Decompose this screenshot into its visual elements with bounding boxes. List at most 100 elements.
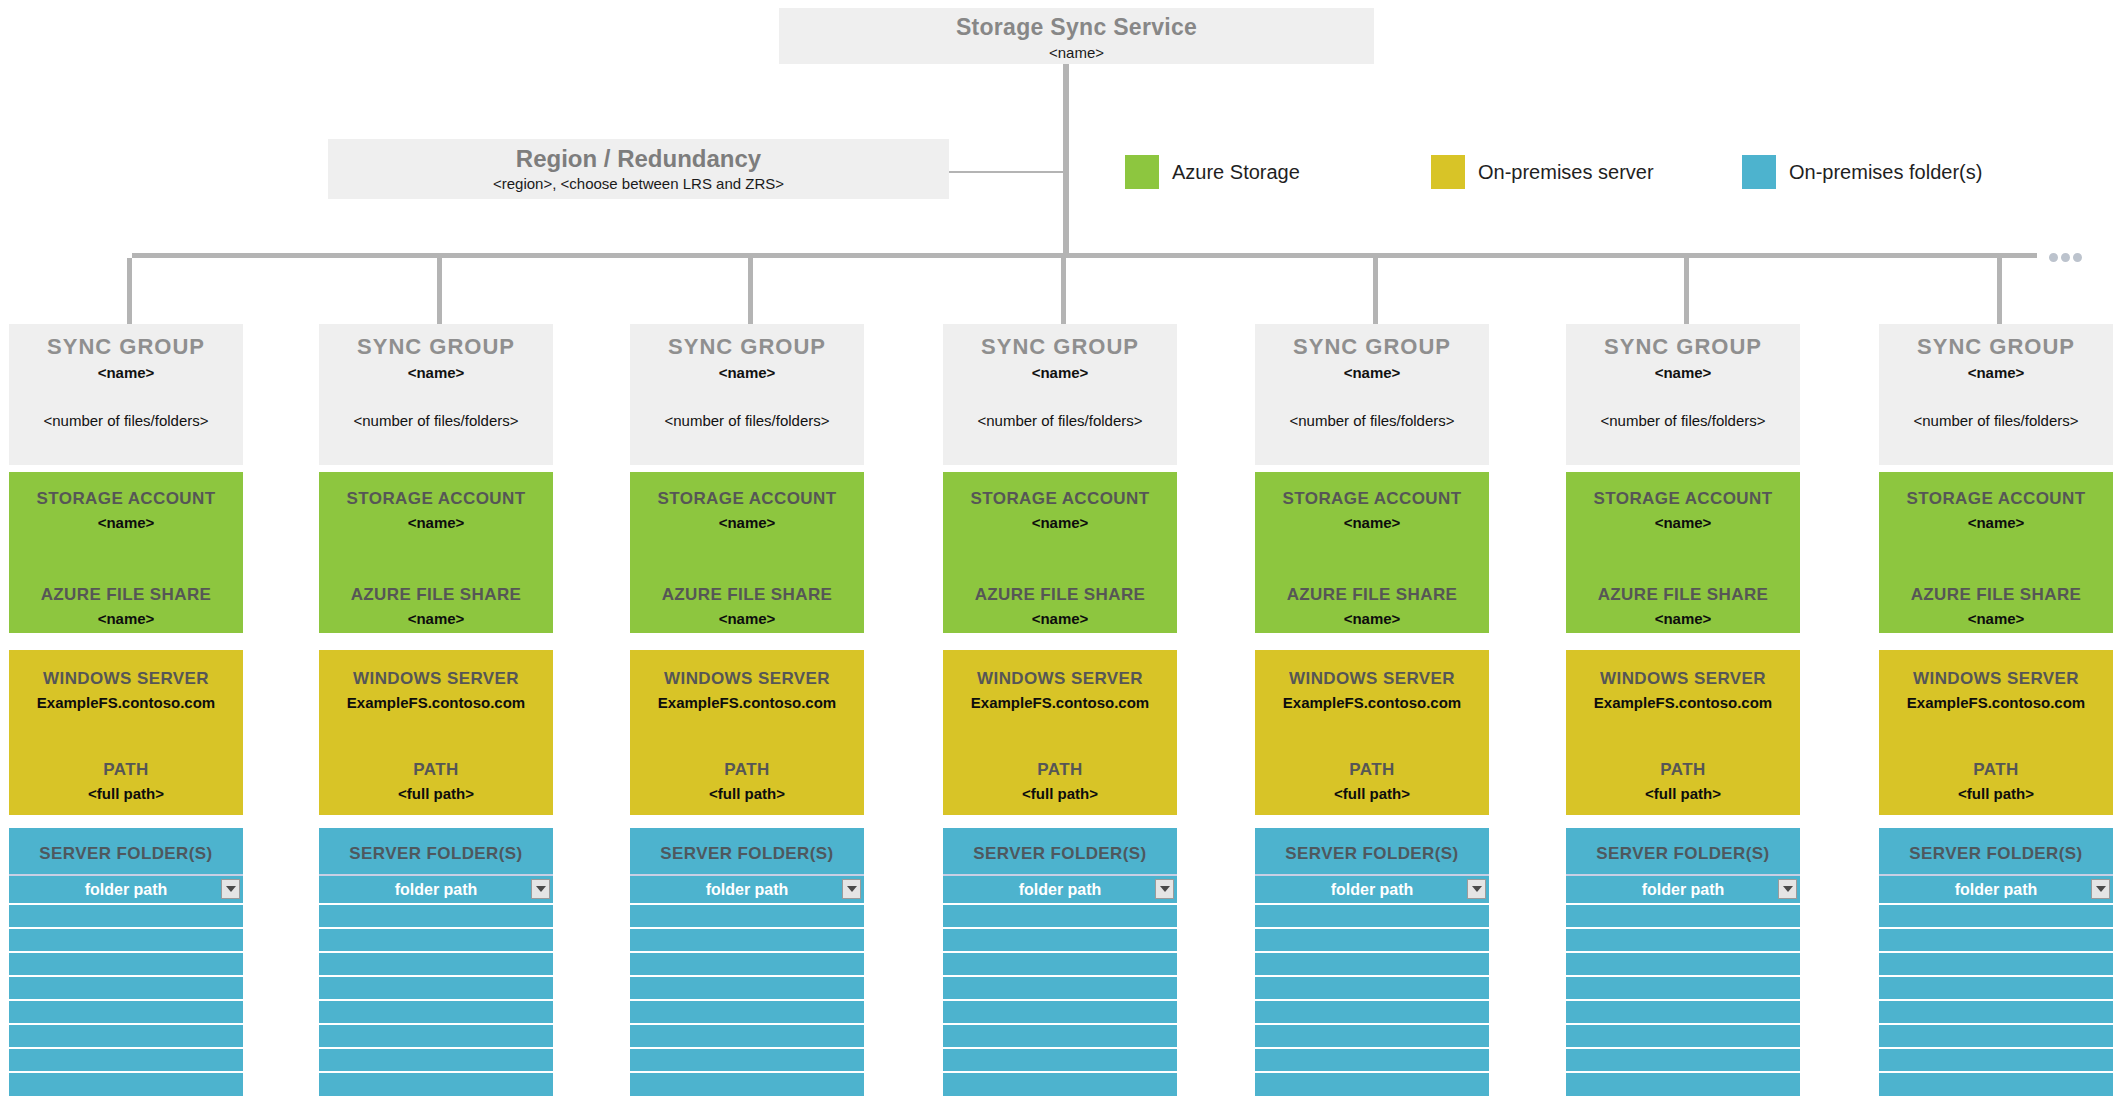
folder-path-dropdown-button[interactable] — [531, 879, 550, 899]
path-label: PATH — [1879, 741, 2113, 780]
azure-storage-swatch-icon — [1125, 155, 1159, 189]
sync-group-column: SYNC GROUP <name> <number of files/folde… — [943, 324, 1177, 1096]
path-value-placeholder: <full path> — [630, 785, 864, 802]
storage-account-label: STORAGE ACCOUNT — [9, 472, 243, 509]
empty-folder-row — [1255, 977, 1489, 1001]
sync-group-column: SYNC GROUP <name> <number of files/folde… — [630, 324, 864, 1096]
windows-server-box: WINDOWS SERVER ExampleFS.contoso.com PAT… — [943, 650, 1177, 815]
on-premises-server-swatch-icon — [1431, 155, 1465, 189]
folder-path-dropdown-button[interactable] — [221, 879, 240, 899]
azure-file-share-name-placeholder: <name> — [1255, 610, 1489, 627]
server-folders-label: SERVER FOLDER(S) — [1255, 828, 1489, 874]
empty-folder-row — [1255, 929, 1489, 953]
windows-server-label: WINDOWS SERVER — [9, 650, 243, 689]
legend-label: On-premises folder(s) — [1789, 161, 1982, 184]
empty-folder-row — [319, 929, 553, 953]
empty-folder-row — [1255, 1025, 1489, 1049]
folder-path-dropdown-button[interactable] — [1467, 879, 1486, 899]
folder-path-dropdown-button[interactable] — [842, 879, 861, 899]
ellipsis-dot — [2061, 253, 2070, 262]
azure-file-share-name-placeholder: <name> — [943, 610, 1177, 627]
empty-folder-row — [630, 953, 864, 977]
folder-path-cell[interactable]: folder path — [630, 876, 864, 903]
empty-folder-row — [943, 1073, 1177, 1087]
chevron-down-icon — [226, 886, 236, 892]
windows-server-name: ExampleFS.contoso.com — [943, 694, 1177, 711]
empty-folder-rows — [1255, 905, 1489, 1087]
empty-folder-row — [630, 905, 864, 929]
empty-folder-row — [1879, 1073, 2113, 1087]
server-folders-label: SERVER FOLDER(S) — [943, 828, 1177, 874]
sync-group-name-placeholder: <name> — [1879, 364, 2113, 381]
sync-group-name-placeholder: <name> — [943, 364, 1177, 381]
legend-item-on-premises-server: On-premises server — [1431, 155, 1654, 189]
connector-drop-line — [1061, 258, 1066, 324]
sync-group-title: SYNC GROUP — [9, 324, 243, 360]
folder-path-cell[interactable]: folder path — [1255, 876, 1489, 903]
server-folders-box: SERVER FOLDER(S) folder path — [1879, 828, 2113, 1096]
path-label: PATH — [1566, 741, 1800, 780]
path-label: PATH — [630, 741, 864, 780]
empty-folder-row — [9, 1049, 243, 1073]
empty-folder-row — [1255, 953, 1489, 977]
empty-folder-rows — [943, 905, 1177, 1087]
sync-group-count-placeholder: <number of files/folders> — [319, 412, 553, 429]
azure-file-share-label: AZURE FILE SHARE — [319, 568, 553, 605]
sync-group-count-placeholder: <number of files/folders> — [1255, 412, 1489, 429]
storage-account-name-placeholder: <name> — [9, 514, 243, 531]
legend-item-azure-storage: Azure Storage — [1125, 155, 1300, 189]
windows-server-label: WINDOWS SERVER — [1879, 650, 2113, 689]
path-value-placeholder: <full path> — [1566, 785, 1800, 802]
ellipsis-dot — [2049, 253, 2058, 262]
folder-path-cell[interactable]: folder path — [9, 876, 243, 903]
empty-folder-row — [943, 953, 1177, 977]
empty-folder-row — [943, 905, 1177, 929]
chevron-down-icon — [1472, 886, 1482, 892]
folder-path-cell[interactable]: folder path — [319, 876, 553, 903]
empty-folder-row — [1879, 905, 2113, 929]
path-label: PATH — [1255, 741, 1489, 780]
windows-server-box: WINDOWS SERVER ExampleFS.contoso.com PAT… — [1566, 650, 1800, 815]
region-redundancy-title: Region / Redundancy — [328, 139, 949, 173]
ellipsis-dot — [2073, 253, 2082, 262]
connector-drop-line — [1684, 258, 1689, 324]
sync-group-title: SYNC GROUP — [1879, 324, 2113, 360]
sync-group-title: SYNC GROUP — [943, 324, 1177, 360]
folder-path-cell[interactable]: folder path — [943, 876, 1177, 903]
sync-group-name-placeholder: <name> — [1255, 364, 1489, 381]
server-folders-label: SERVER FOLDER(S) — [1879, 828, 2113, 874]
server-folders-label: SERVER FOLDER(S) — [319, 828, 553, 874]
region-redundancy-box: Region / Redundancy <region>, <choose be… — [328, 139, 949, 199]
folder-path-dropdown-button[interactable] — [1155, 879, 1174, 899]
empty-folder-row — [1255, 1073, 1489, 1087]
empty-folder-row — [943, 1049, 1177, 1073]
sync-group-count-placeholder: <number of files/folders> — [630, 412, 864, 429]
empty-folder-row — [943, 1001, 1177, 1025]
empty-folder-row — [1566, 1073, 1800, 1087]
empty-folder-rows — [1566, 905, 1800, 1087]
windows-server-name: ExampleFS.contoso.com — [1879, 694, 2113, 711]
windows-server-box: WINDOWS SERVER ExampleFS.contoso.com PAT… — [1255, 650, 1489, 815]
folder-path-dropdown-button[interactable] — [1778, 879, 1797, 899]
empty-folder-row — [943, 977, 1177, 1001]
storage-account-label: STORAGE ACCOUNT — [319, 472, 553, 509]
empty-folder-row — [1879, 1049, 2113, 1073]
windows-server-name: ExampleFS.contoso.com — [1255, 694, 1489, 711]
empty-folder-row — [9, 1025, 243, 1049]
connector-drop-line — [748, 258, 753, 324]
storage-sync-service-title: Storage Sync Service — [779, 8, 1374, 41]
folder-path-row: folder path — [1879, 874, 2113, 905]
azure-storage-box: STORAGE ACCOUNT <name> AZURE FILE SHARE … — [1255, 472, 1489, 633]
server-folders-box: SERVER FOLDER(S) folder path — [943, 828, 1177, 1096]
sync-group-column: SYNC GROUP <name> <number of files/folde… — [9, 324, 243, 1096]
folder-path-dropdown-button[interactable] — [2091, 879, 2110, 899]
empty-folder-row — [319, 977, 553, 1001]
windows-server-name: ExampleFS.contoso.com — [1566, 694, 1800, 711]
chevron-down-icon — [536, 886, 546, 892]
folder-path-cell[interactable]: folder path — [1879, 876, 2113, 903]
sync-group-header-box: SYNC GROUP <name> <number of files/folde… — [319, 324, 553, 465]
empty-folder-row — [319, 953, 553, 977]
chevron-down-icon — [1783, 886, 1793, 892]
server-folders-box: SERVER FOLDER(S) folder path — [9, 828, 243, 1096]
folder-path-cell[interactable]: folder path — [1566, 876, 1800, 903]
